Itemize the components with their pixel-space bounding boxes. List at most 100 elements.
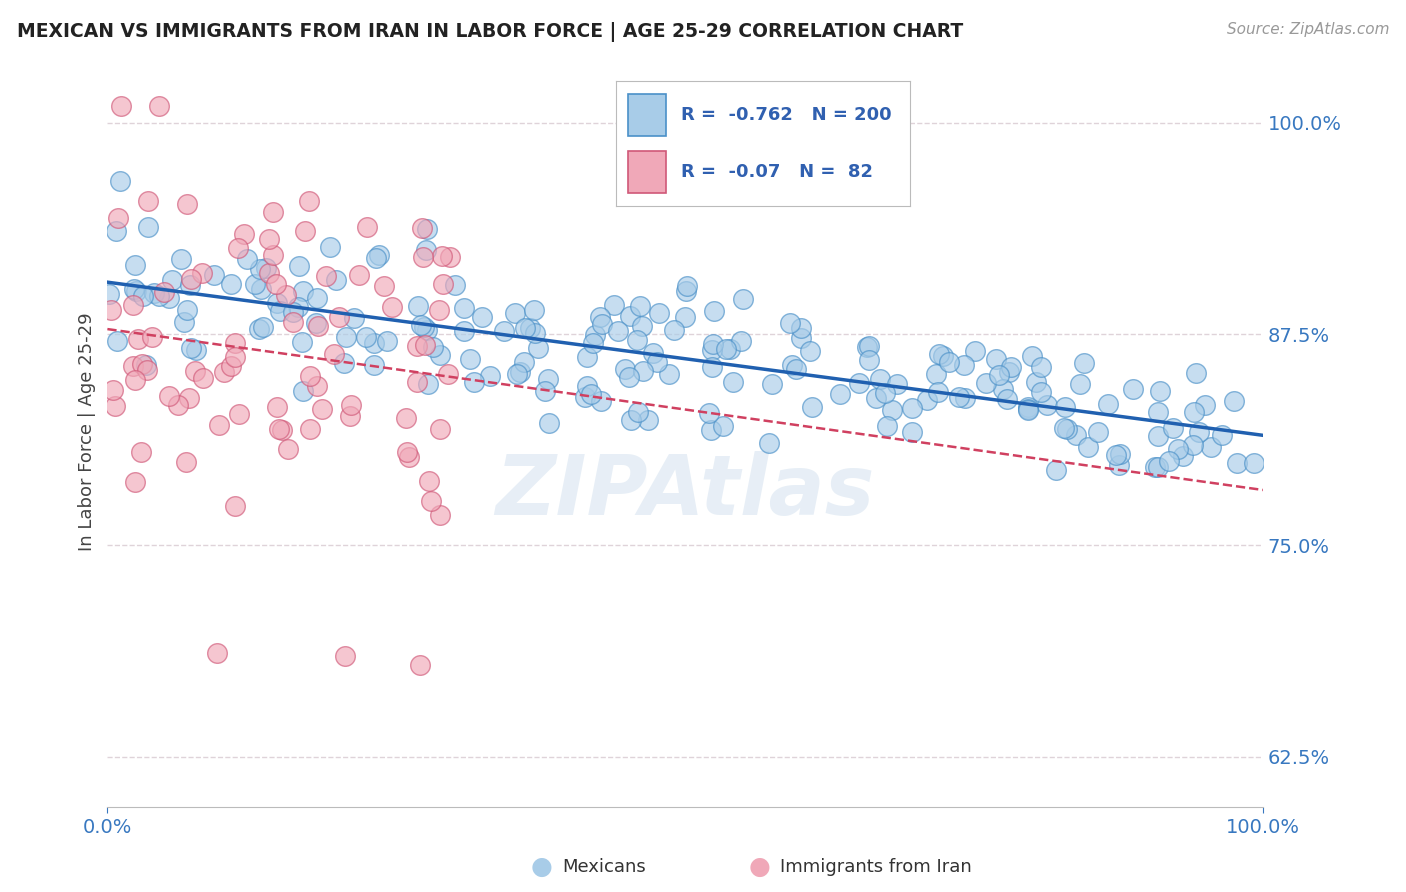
Point: [184, 343, 207, 358]
Point: [800, 400, 823, 414]
Point: [575, 351, 598, 365]
Point: [643, 345, 665, 359]
Point: [432, 277, 454, 291]
Point: [148, 99, 170, 113]
Point: [101, 384, 124, 398]
Point: [157, 389, 180, 403]
Point: [758, 435, 780, 450]
Point: [283, 315, 305, 329]
Point: [129, 444, 152, 458]
Point: [790, 331, 813, 345]
Point: [702, 343, 724, 358]
Point: [277, 442, 299, 456]
Point: [987, 368, 1010, 383]
Point: [1045, 462, 1067, 476]
Point: [700, 423, 723, 437]
Point: [848, 376, 870, 391]
Point: [673, 310, 696, 325]
Point: [865, 391, 887, 405]
Point: [180, 341, 202, 355]
Point: [882, 402, 904, 417]
Point: [429, 508, 451, 522]
Point: [703, 304, 725, 318]
Point: [439, 250, 461, 264]
Point: [298, 194, 321, 208]
Point: [1184, 367, 1206, 381]
Point: [405, 375, 427, 389]
Point: [281, 304, 304, 318]
Point: [631, 364, 654, 378]
Point: [395, 445, 418, 459]
Point: [411, 318, 433, 333]
Point: [974, 376, 997, 390]
Point: [515, 320, 537, 334]
Point: [247, 322, 270, 336]
Point: [932, 349, 955, 363]
Point: [398, 450, 420, 465]
Point: [984, 351, 1007, 366]
Point: [347, 268, 370, 282]
Point: [579, 387, 602, 401]
Point: [245, 277, 267, 291]
Point: [585, 328, 607, 343]
Point: [591, 317, 613, 331]
Point: [98, 287, 121, 301]
Point: [224, 336, 246, 351]
Point: [249, 261, 271, 276]
Point: [858, 352, 880, 367]
Point: [413, 337, 436, 351]
Point: [254, 261, 277, 276]
Point: [730, 334, 752, 348]
Point: [699, 406, 721, 420]
Point: [1243, 456, 1265, 470]
Point: [415, 243, 437, 257]
Point: [702, 337, 724, 351]
Point: [107, 211, 129, 226]
Point: [264, 277, 287, 291]
Point: [148, 289, 170, 303]
Point: [574, 390, 596, 404]
Point: [1223, 394, 1246, 409]
Point: [575, 379, 598, 393]
Point: [1053, 401, 1076, 415]
Point: [1035, 398, 1057, 412]
Point: [412, 250, 434, 264]
Point: [233, 227, 256, 242]
Point: [226, 241, 249, 255]
Point: [658, 368, 681, 382]
Point: [122, 359, 145, 373]
Point: [991, 382, 1014, 396]
Point: [436, 368, 458, 382]
Point: [603, 298, 626, 312]
Point: [135, 363, 157, 377]
Point: [368, 248, 391, 262]
Point: [506, 368, 529, 382]
Point: [453, 324, 475, 338]
Point: [927, 384, 949, 399]
Point: [948, 390, 970, 404]
Point: [995, 392, 1018, 406]
Point: [266, 295, 288, 310]
Point: [1000, 360, 1022, 375]
Point: [799, 343, 821, 358]
Point: [1097, 397, 1119, 411]
Point: [343, 311, 366, 326]
Point: [1188, 425, 1211, 440]
Point: [509, 365, 531, 379]
Point: [157, 291, 180, 305]
Point: [463, 376, 485, 390]
Point: [416, 323, 439, 337]
Point: [1163, 421, 1185, 435]
Point: [1087, 425, 1109, 440]
Point: [1029, 384, 1052, 399]
Point: [953, 392, 976, 406]
Point: [1077, 441, 1099, 455]
Point: [606, 324, 628, 338]
Point: [619, 309, 641, 323]
Point: [138, 220, 160, 235]
Point: [648, 306, 671, 320]
Point: [291, 284, 314, 298]
Point: [131, 289, 153, 303]
Point: [1017, 400, 1039, 414]
Point: [262, 205, 284, 219]
